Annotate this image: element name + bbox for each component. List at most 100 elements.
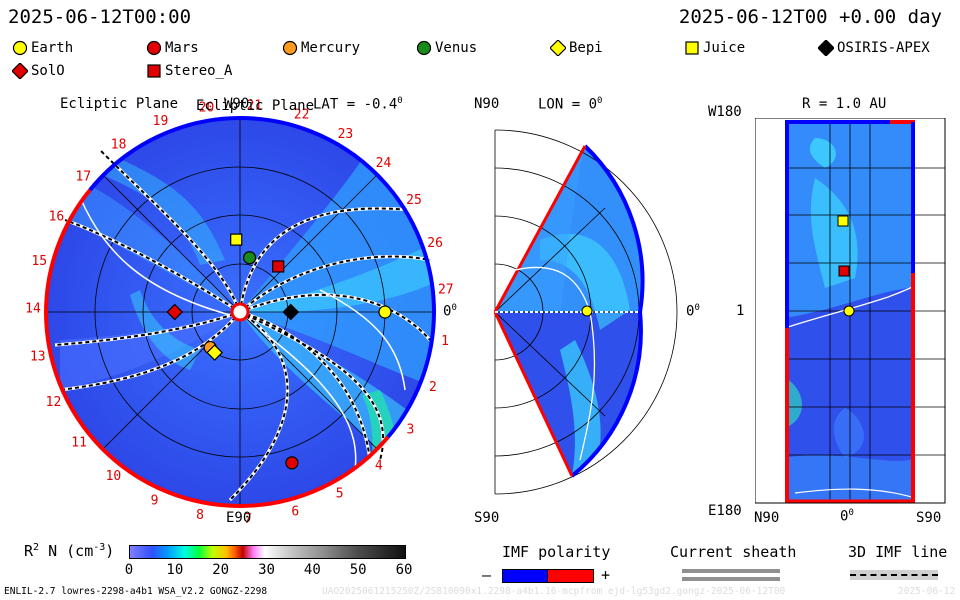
carrington-label: 21 [247,99,263,114]
stereo-a-marker [272,260,285,273]
ecliptic-w90-label: W90 [224,96,250,112]
colorbar-tick-label: 60 [395,562,413,578]
footer-date-tail: 2025-06-12 [898,586,956,597]
legend-item-solo: SolO [12,63,65,79]
imf-line-sample [850,570,938,580]
carrington-label: 23 [338,127,354,142]
meridional-n90-label: N90 [474,96,500,112]
legend-label: Venus [435,40,478,56]
mars-marker [285,456,299,470]
footer-model: ENLIL-2.7 lowres-2298-a4b1 WSA_V2.2 GONG… [4,586,268,597]
legend-label: Mercury [301,40,361,56]
carrington-label: 25 [406,193,422,208]
imf-line-title: 3D IMF line [848,543,948,561]
legend-item-mars: Mars [146,40,199,56]
meridional-lon-label: LON = 00 [538,96,603,113]
sphere-w180-label: W180 [708,104,742,120]
current-sheath-line-1 [682,569,780,573]
sphere-left-label: 1 [736,303,745,319]
earth-marker-sphere [843,305,855,317]
stereo-a-marker-sphere [838,265,850,277]
ecliptic-zero-label: 00 [443,303,457,320]
imf-minus: – [482,566,492,584]
sphere-panel [755,118,946,504]
colorbar [129,545,406,559]
legend-item-bepi: Bepi [550,40,603,56]
carrington-label: 16 [49,209,65,224]
imf-plus: + [601,566,611,584]
diamond-marker-icon [550,40,566,56]
carrington-label: 5 [336,486,344,501]
carrington-label: 17 [75,170,91,185]
carrington-label: 6 [291,505,299,520]
bepi-marker [206,344,223,361]
carrington-label: 7 [244,512,252,527]
carrington-label: 20 [199,101,215,116]
ecliptic-lat-label: LAT = -0.40 [313,96,403,113]
date-left: 2025-06-12T00:00 [8,6,192,28]
carrington-label: 14 [25,302,41,317]
current-sheath-line-2 [682,577,780,581]
legend-item-juice: Juice [684,40,745,56]
legend-item-mercury: Mercury [282,40,360,56]
osiris-apex-marker [282,303,300,321]
circle-marker-icon [416,40,432,56]
earth-marker-meridional [581,305,593,317]
colorbar-tick-label: 10 [166,562,184,578]
carrington-label: 19 [153,114,169,129]
legend-item-earth: Earth [12,40,73,56]
legend-label: Earth [31,40,74,56]
imf-negative-swatch [502,569,549,583]
carrington-label: 2 [429,380,437,395]
carrington-label: 26 [427,236,443,251]
legend-label: SolO [31,63,65,79]
current-sheath-title: Current sheath [670,543,797,561]
carrington-label: 8 [196,508,204,523]
carrington-label: 22 [294,107,310,122]
legend-item-stereo-a: Stereo_A [146,63,232,79]
juice-marker-sphere [837,215,849,227]
colorbar-tick-label: 0 [124,562,134,578]
carrington-label: 12 [46,395,62,410]
circle-marker-icon [146,40,162,56]
carrington-label: 15 [31,254,47,269]
venus-marker [242,251,257,265]
carrington-label: 18 [111,137,127,152]
circle-marker-icon [282,40,298,56]
diamond-marker-icon [12,63,28,79]
carrington-label: 13 [30,350,46,365]
legend-label: Mars [165,40,199,56]
solo-marker [166,303,184,321]
colorbar-label: R2 N (cm-3) [24,542,115,560]
imf-positive-swatch [547,569,594,583]
meridional-zero-label: 00 [686,303,700,320]
footer-run-id: UAO2025061215250Z/2S810090x1.2298-a4b1.1… [322,586,786,597]
colorbar-tick-label: 20 [212,562,230,578]
colorbar-tick-label: 50 [349,562,367,578]
circle-marker-icon [12,40,28,56]
ecliptic-title: Ecliptic Plane [196,98,314,114]
colorbar-tick-label: 30 [258,562,275,578]
diamond-marker-icon [818,40,834,56]
sphere-x-s90: S90 [916,510,942,526]
square-marker-icon [685,41,699,55]
sphere-e180-label: E180 [708,503,742,519]
legend-label: Bepi [569,40,603,56]
carrington-label: 27 [438,283,454,298]
legend-label: Juice [703,40,746,56]
carrington-label: 10 [106,469,122,484]
carrington-label: 3 [406,423,414,438]
colorbar-tick-label: 40 [303,562,321,578]
sphere-title: R = 1.0 AU [802,96,887,112]
sphere-x-0: 00 [840,508,854,525]
square-marker-icon [147,64,161,78]
ecliptic-title-label: Ecliptic Plane [60,96,179,112]
meridional-panel [493,129,678,495]
carrington-label: 1 [441,334,449,349]
legend-label: Stereo_A [165,63,233,79]
juice-marker [230,233,243,246]
carrington-label: 9 [151,494,159,509]
carrington-label: 24 [376,156,392,171]
imf-polarity-title: IMF polarity [502,543,611,561]
